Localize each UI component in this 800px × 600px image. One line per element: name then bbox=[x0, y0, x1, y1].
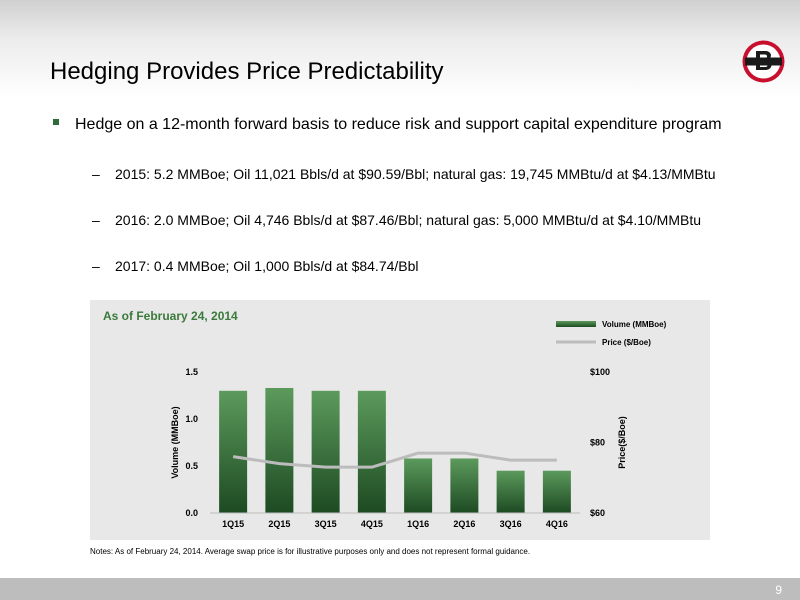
legend-label-price: Price ($/Boe) bbox=[602, 338, 651, 347]
y2-tick-label: $80 bbox=[590, 438, 605, 448]
dash-marker: – bbox=[92, 258, 100, 274]
y2-tick-label: $60 bbox=[590, 508, 605, 518]
x-tick-label: 4Q16 bbox=[546, 519, 568, 529]
bar bbox=[311, 390, 340, 513]
bar bbox=[450, 458, 479, 513]
y-axis-label: Volume (MMBoe) bbox=[170, 406, 180, 478]
dash-marker: – bbox=[92, 166, 100, 182]
bar bbox=[265, 387, 294, 513]
x-tick-label: 2Q16 bbox=[453, 519, 475, 529]
price-line bbox=[232, 451, 557, 469]
y2-axis-label: Price($/Boe) bbox=[617, 416, 627, 469]
x-tick-label: 1Q15 bbox=[222, 519, 244, 529]
bar bbox=[496, 470, 525, 513]
dash-marker: – bbox=[92, 212, 100, 228]
legend-label-volume: Volume (MMBoe) bbox=[602, 320, 667, 329]
y-tick-label: 0.5 bbox=[185, 461, 198, 471]
chart-panel bbox=[90, 300, 710, 540]
header-band bbox=[0, 0, 800, 98]
y-tick-label: 0.0 bbox=[185, 508, 198, 518]
bar bbox=[219, 390, 248, 513]
footnote: Notes: As of February 24, 2014. Average … bbox=[90, 547, 531, 556]
bar bbox=[357, 390, 386, 513]
hedge-chart: 0.0 0.5 1.0 1.5 $60 $80 $100 Volume (MMBoe) Pric… bbox=[170, 320, 667, 529]
x-tick-label: 1Q16 bbox=[407, 519, 429, 529]
legend-swatch-volume bbox=[556, 321, 596, 327]
x-tick-label: 4Q15 bbox=[361, 519, 383, 529]
chart-title: As of February 24, 2014 bbox=[103, 309, 238, 323]
page-number: 9 bbox=[775, 583, 782, 597]
footer-bar bbox=[0, 578, 800, 600]
y-tick-label: 1.0 bbox=[185, 414, 198, 424]
bar bbox=[404, 458, 433, 513]
y-tick-label: 1.5 bbox=[185, 367, 198, 377]
bullet-square-icon bbox=[53, 119, 59, 125]
page-title: Hedging Provides Price Predictability bbox=[50, 58, 444, 85]
sub-bullet-text: 2017: 0.4 MMBoe; Oil 1,000 Bbls/d at $84… bbox=[115, 258, 419, 274]
x-tick-label: 2Q15 bbox=[268, 519, 290, 529]
main-bullet-text: Hedge on a 12-month forward basis to red… bbox=[75, 116, 722, 133]
x-tick-label: 3Q15 bbox=[315, 519, 337, 529]
x-tick-label: 3Q16 bbox=[500, 519, 522, 529]
y2-tick-label: $100 bbox=[590, 367, 610, 377]
company-logo-icon bbox=[742, 40, 785, 83]
sub-bullet-text: 2016: 2.0 MMBoe; Oil 4,746 Bbls/d at $87… bbox=[115, 212, 702, 228]
sub-bullet-text: 2015: 5.2 MMBoe; Oil 11,021 Bbls/d at $9… bbox=[115, 166, 716, 182]
bar bbox=[542, 470, 571, 513]
